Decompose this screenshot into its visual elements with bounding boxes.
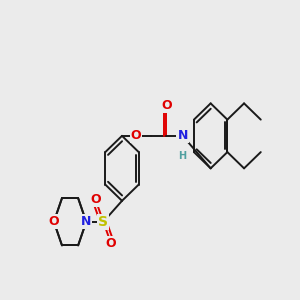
- Text: O: O: [131, 129, 141, 142]
- Text: S: S: [98, 215, 108, 229]
- Text: N: N: [178, 129, 188, 142]
- Text: O: O: [106, 237, 116, 250]
- Text: O: O: [49, 215, 59, 228]
- Text: H: H: [178, 151, 187, 161]
- Text: O: O: [90, 193, 101, 206]
- Text: N: N: [81, 215, 92, 228]
- Text: N: N: [81, 215, 92, 228]
- Text: O: O: [161, 99, 172, 112]
